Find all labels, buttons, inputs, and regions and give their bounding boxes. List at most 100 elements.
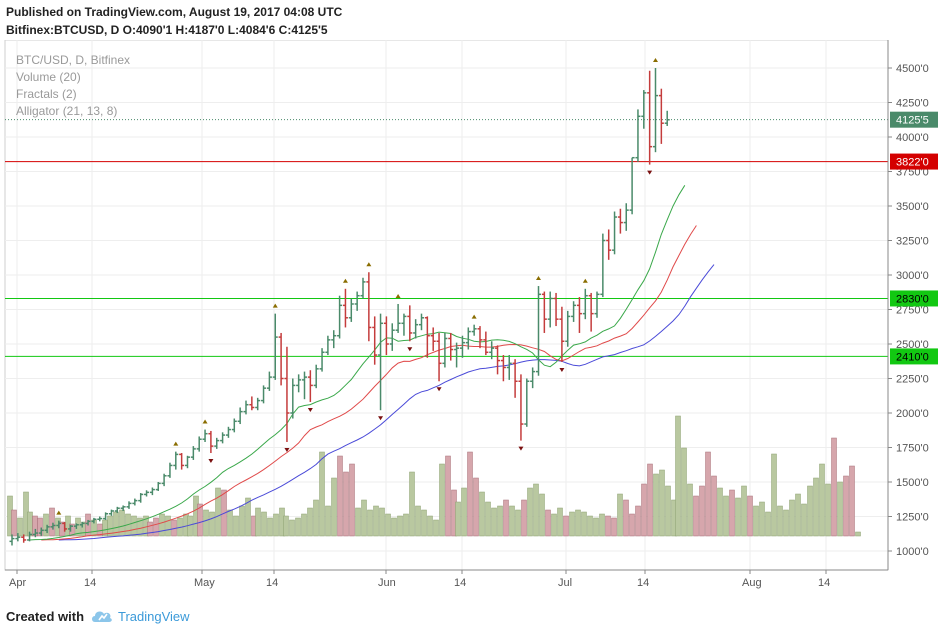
ohlc-bar[interactable] xyxy=(290,378,296,419)
ohlc-bar[interactable] xyxy=(395,303,401,333)
ohlc-bar[interactable] xyxy=(73,523,79,529)
ohlc-bar[interactable] xyxy=(167,462,173,478)
chart-area[interactable]: 1000'0 1250'0 1500'0 1750'0 2000'0 2250'0 2500… xyxy=(0,39,943,600)
ohlc-bar[interactable] xyxy=(108,509,114,516)
ohlc-bar[interactable] xyxy=(331,330,337,349)
ohlc-bar[interactable] xyxy=(419,313,424,331)
ohlc-bar[interactable] xyxy=(249,396,255,411)
ohlc-bar[interactable] xyxy=(500,355,506,382)
ohlc-bar[interactable] xyxy=(477,326,483,349)
ohlc-bar[interactable] xyxy=(44,524,50,534)
ohlc-bar[interactable] xyxy=(571,301,577,322)
ohlc-bar[interactable] xyxy=(307,370,313,402)
ohlc-bar[interactable] xyxy=(401,313,407,336)
ohlc-bar[interactable] xyxy=(407,305,413,342)
ohlc-bar[interactable] xyxy=(495,345,501,375)
ohlc-bar[interactable] xyxy=(413,319,419,339)
ohlc-bar[interactable] xyxy=(261,385,267,404)
ohlc-bar[interactable] xyxy=(225,426,231,438)
ohlc-bar[interactable] xyxy=(635,109,641,162)
ohlc-bar[interactable] xyxy=(120,505,126,511)
ohlc-bar[interactable] xyxy=(606,229,612,260)
ohlc-bar[interactable] xyxy=(348,298,354,322)
ohlc-bar[interactable] xyxy=(565,310,571,347)
ohlc-bar[interactable] xyxy=(576,297,582,333)
ohlc-bar[interactable] xyxy=(62,522,68,532)
ohlc-bar[interactable] xyxy=(489,341,495,360)
ohlc-bar[interactable] xyxy=(214,437,220,449)
ohlc-bar[interactable] xyxy=(208,430,214,454)
ohlc-bar[interactable] xyxy=(337,295,343,339)
ohlc-bar[interactable] xyxy=(378,313,384,411)
ohlc-bar[interactable] xyxy=(647,70,653,165)
ohlc-bar[interactable] xyxy=(471,324,477,336)
ohlc-bar[interactable] xyxy=(653,68,658,153)
ohlc-bar[interactable] xyxy=(79,522,85,528)
ohlc-bar[interactable] xyxy=(641,90,647,129)
ohlc-bar[interactable] xyxy=(612,211,618,255)
legend-item[interactable]: Volume (20) xyxy=(16,70,81,84)
legend-item[interactable]: Alligator (21, 13, 8) xyxy=(16,104,117,118)
ohlc-bar[interactable] xyxy=(9,534,15,546)
ohlc-bar[interactable] xyxy=(436,332,442,382)
ohlc-bar[interactable] xyxy=(114,506,120,514)
ohlc-bar[interactable] xyxy=(459,335,465,358)
ohlc-bar[interactable] xyxy=(360,277,366,299)
ohlc-bar[interactable] xyxy=(313,364,319,389)
ohlc-bar[interactable] xyxy=(202,429,208,442)
ohlc-bar[interactable] xyxy=(185,455,190,469)
ohlc-bar[interactable] xyxy=(255,397,261,411)
ohlc-bar[interactable] xyxy=(284,346,290,442)
ohlc-bar[interactable] xyxy=(372,316,378,365)
ohlc-bar[interactable] xyxy=(342,288,348,328)
ohlc-bar[interactable] xyxy=(524,378,530,427)
ohlc-bar[interactable] xyxy=(588,292,594,332)
ohlc-bar[interactable] xyxy=(243,400,249,415)
ohlc-bar[interactable] xyxy=(483,331,489,356)
ohlc-bar[interactable] xyxy=(132,498,138,506)
ohlc-bar[interactable] xyxy=(50,522,56,530)
ohlc-bar[interactable] xyxy=(424,316,430,358)
ohlc-bar[interactable] xyxy=(220,432,226,444)
ohlc-bar[interactable] xyxy=(319,348,325,372)
ohlc-bar[interactable] xyxy=(366,272,372,342)
ohlc-bar[interactable] xyxy=(272,313,278,380)
ohlc-bar[interactable] xyxy=(231,418,237,433)
ohlc-bar[interactable] xyxy=(21,534,27,543)
ohlc-bar[interactable] xyxy=(173,451,179,470)
ohlc-bar[interactable] xyxy=(103,512,109,520)
ohlc-bar[interactable] xyxy=(296,374,302,393)
ohlc-bar[interactable] xyxy=(278,332,284,386)
ohlc-bar[interactable] xyxy=(56,520,62,529)
ohlc-bar[interactable] xyxy=(512,359,518,398)
ohlc-bar[interactable] xyxy=(442,332,448,368)
ohlc-bar[interactable] xyxy=(582,288,588,320)
ohlc-bar[interactable] xyxy=(155,482,161,491)
ohlc-bar[interactable] xyxy=(144,490,150,497)
ohlc-bar[interactable] xyxy=(149,487,155,496)
ohlc-bar[interactable] xyxy=(506,355,512,380)
ohlc-bar[interactable] xyxy=(553,292,559,327)
price-chart[interactable]: 1000'0 1250'0 1500'0 1750'0 2000'0 2250'0 2500… xyxy=(0,39,943,600)
ohlc-bar[interactable] xyxy=(196,436,202,452)
ohlc-bar[interactable] xyxy=(85,519,91,526)
ohlc-bar[interactable] xyxy=(38,527,44,536)
legend-item[interactable]: Fractals (2) xyxy=(16,87,77,101)
legend-item[interactable]: BTC/USD, D, Bitfinex xyxy=(16,53,130,67)
ohlc-bar[interactable] xyxy=(594,291,600,318)
ohlc-bar[interactable] xyxy=(266,371,272,391)
ohlc-bar[interactable] xyxy=(354,291,360,311)
ohlc-bar[interactable] xyxy=(541,291,547,333)
ohlc-bar[interactable] xyxy=(518,374,524,441)
ohlc-bar[interactable] xyxy=(126,501,132,509)
ohlc-bar[interactable] xyxy=(664,110,670,126)
ohlc-bar[interactable] xyxy=(448,332,454,361)
ohlc-bar[interactable] xyxy=(629,156,635,215)
ohlc-bar[interactable] xyxy=(302,371,307,400)
tradingview-brand[interactable]: TradingView xyxy=(118,609,190,624)
ohlc-bar[interactable] xyxy=(600,233,606,298)
ohlc-bar[interactable] xyxy=(15,533,21,542)
ohlc-bar[interactable] xyxy=(530,367,536,389)
ohlc-bar[interactable] xyxy=(190,446,196,460)
ohlc-bar[interactable] xyxy=(547,291,553,328)
